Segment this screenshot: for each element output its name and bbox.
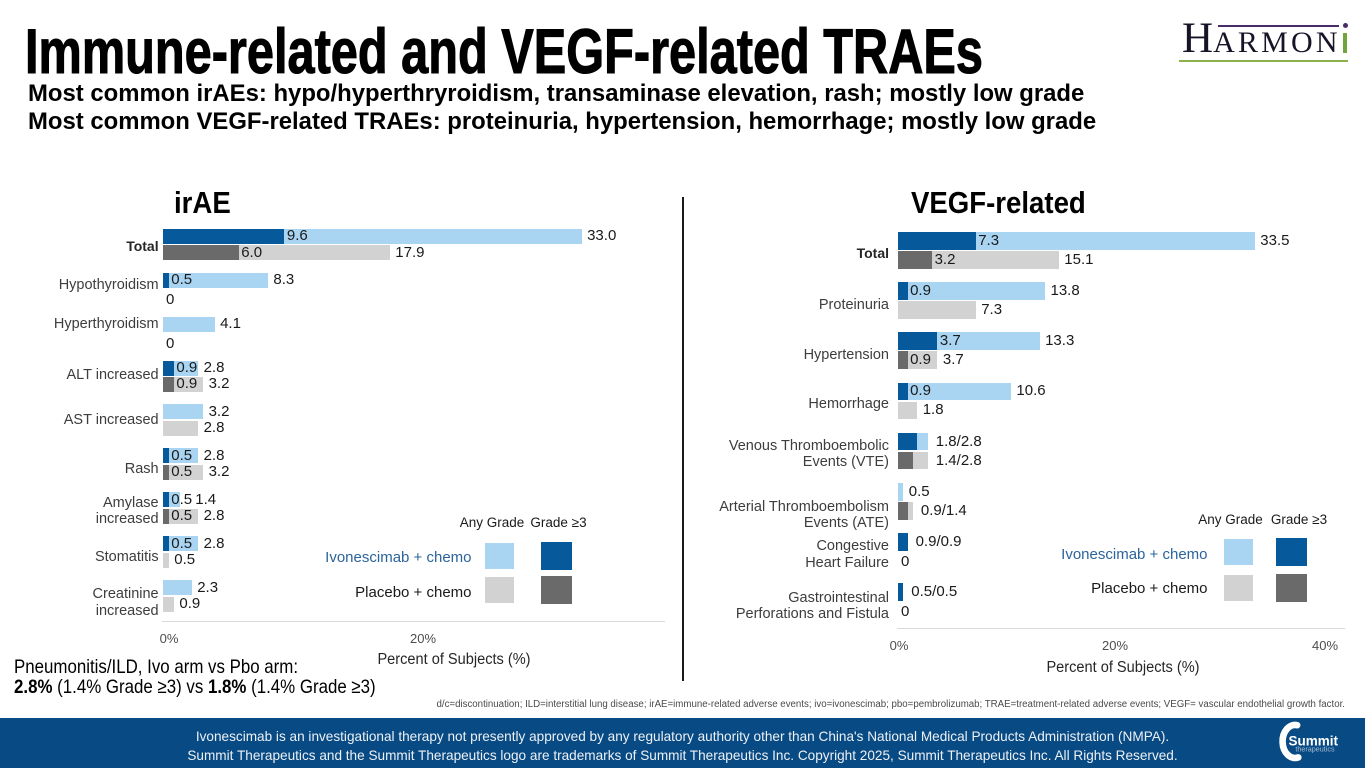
svg-text:therapeutics: therapeutics xyxy=(1295,745,1335,754)
svg-text:Summit: Summit xyxy=(1289,733,1339,748)
